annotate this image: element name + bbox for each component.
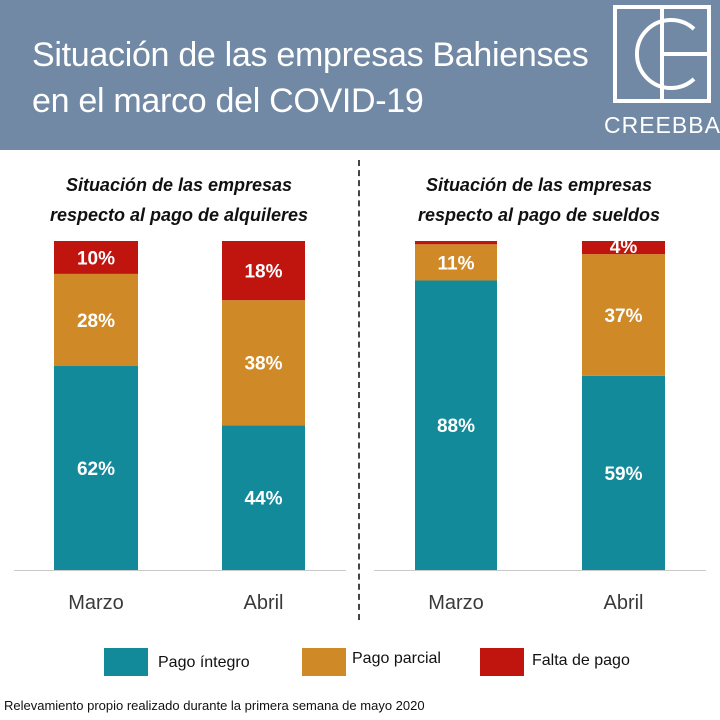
title-line-1: Situación de las empresas Bahienses [32,36,589,74]
bar-alquileres-abril-pago-integro [222,425,305,570]
legend-swatch-pago-integro [104,648,148,676]
bar-alquileres-marzo-pago-parcial-label: 28% [77,311,115,332]
bar-sueldos-marzo-pago-parcial-label: 11% [438,253,475,274]
logo-text: CREEBBA [604,112,720,138]
chart-divider [358,160,360,620]
chart-sueldos-title-line-2: respecto al pago de sueldos [417,205,661,225]
legend-label-falta-de-pago: Falta de pago [532,652,630,669]
creebba-logo-icon [613,5,711,103]
chart-sueldos-title-line-1: Situación de las empresas [425,175,653,195]
bar-alquileres-abril-pago-integro-label: 44% [244,489,282,510]
bar-alquileres-marzo-falta-de-pago-label: 10% [77,248,115,269]
legend: Pago íntegro Pago parcial Falta de pago [0,640,720,680]
bar-sueldos-marzo-falta-de-pago [415,241,497,245]
header-banner: Situación de las empresas Bahienses en e… [0,0,720,150]
title-line-2: en el marco del COVID-19 [32,82,424,120]
bar-sueldos-abril-falta-de-pago [582,241,665,255]
bar-alquileres-abril-pago-parcial-label: 38% [244,354,282,375]
stacked-bar-charts: 62% 28% 10% Marzo 44% 38% 18% Abril 88% 11% Marzo 5… [14,237,706,614]
legend-swatch-falta-de-pago [480,648,524,676]
bar-sueldos-marzo-pago-integro [415,280,497,570]
x-label-alquileres-marzo: Marzo [68,592,124,614]
chart-sueldos-title: Situación de las empresas respecto al pa… [374,170,704,230]
bar-alquileres-marzo-falta-de-pago [54,241,138,274]
chart-alquileres-title-line-2: respecto al pago de alquileres [49,205,309,225]
bar-sueldos-abril-pago-integro [582,375,665,570]
bar-alquileres-marzo-pago-parcial [54,273,138,367]
bar-sueldos-abril-pago-parcial [582,254,665,376]
bar-sueldos-marzo-pago-parcial [415,244,497,281]
bar-sueldos-abril-pago-parcial-label: 37% [604,306,642,327]
footnote: Relevamiento propio realizado durante la… [4,698,425,713]
bar-sueldos-marzo-pago-integro-label: 88% [437,416,475,437]
bar-sueldos-abril-pago-integro-label: 59% [604,464,642,485]
x-label-alquileres-abril: Abril [243,592,283,614]
legend-label-pago-parcial: Pago parcial [352,650,441,667]
bar-sueldos-abril-falta-de-pago-label: 4% [610,237,638,258]
chart-alquileres-title-line-1: Situación de las empresas [65,175,293,195]
chart-alquileres-title: Situación de las empresas respecto al pa… [14,170,344,230]
bar-alquileres-marzo-pago-integro [54,366,138,570]
x-label-sueldos-abril: Abril [603,592,643,614]
legend-swatch-pago-parcial [302,648,346,676]
bar-alquileres-abril-falta-de-pago-label: 18% [244,262,282,283]
page-title: Situación de las empresas Bahienses en e… [32,32,592,124]
bar-alquileres-marzo-pago-integro-label: 62% [77,459,115,480]
bar-alquileres-abril-falta-de-pago [222,241,305,301]
x-label-sueldos-marzo: Marzo [428,592,484,614]
bar-alquileres-abril-pago-parcial [222,300,305,426]
legend-label-pago-integro: Pago íntegro [158,654,250,671]
